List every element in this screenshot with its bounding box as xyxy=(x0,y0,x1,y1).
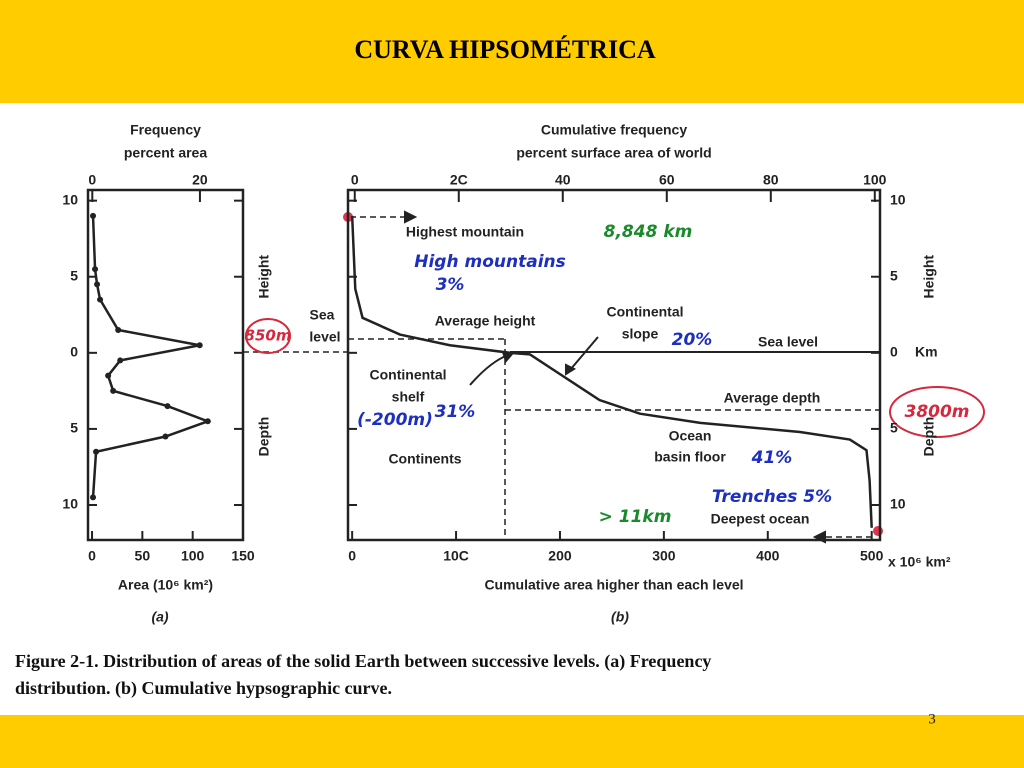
x-tick-label: 150 xyxy=(231,548,255,564)
x2-axis-title: Frequency xyxy=(130,122,201,138)
annotation: Ocean xyxy=(669,428,712,444)
x2-tick-label: 2C xyxy=(450,172,468,188)
panel-label: (a) xyxy=(151,609,168,625)
x2-tick-label: 20 xyxy=(192,172,208,188)
annotation: Sea level xyxy=(758,334,818,350)
handwritten-note: Trenches 5% xyxy=(712,487,832,507)
data-point xyxy=(90,494,97,501)
annotation: Continental xyxy=(370,367,447,383)
annotation: Sea xyxy=(310,307,335,323)
x-tick-label: 10C xyxy=(443,548,469,564)
data-point xyxy=(204,418,211,425)
header-band xyxy=(0,0,1024,103)
handwritten-note: 41% xyxy=(751,448,793,468)
y-tick-label: 10 xyxy=(62,191,78,207)
y-axis-title: Depth xyxy=(256,417,272,457)
data-point xyxy=(90,212,97,219)
handwritten-note: (-200m) xyxy=(357,410,433,430)
x-axis-title: Area (10⁶ km²) xyxy=(118,577,213,593)
x-tick-label: 400 xyxy=(756,548,780,564)
y-tick-label: 0 xyxy=(70,344,78,360)
x-tick-label: 0 xyxy=(88,548,96,564)
y-tick-label: 10 xyxy=(890,496,906,512)
data-point xyxy=(162,433,169,440)
x-axis-title: Cumulative area higher than each level xyxy=(484,577,743,593)
x2-axis-title: Cumulative frequency xyxy=(541,122,687,138)
guide-lines xyxy=(243,216,880,540)
y-axis-title: Height xyxy=(921,255,937,299)
annotation: slope xyxy=(622,326,659,342)
annotation: shelf xyxy=(392,389,425,405)
data-point xyxy=(115,327,122,333)
handwritten-note: 20% xyxy=(672,330,713,350)
red-circle xyxy=(889,386,985,438)
y-tick-label: 10 xyxy=(62,496,78,512)
x2-tick-label: 100 xyxy=(863,172,887,188)
y-tick-label: 5 xyxy=(70,420,78,436)
annotation: Highest mountain xyxy=(406,224,524,240)
slide-title: CURVA HIPSOMÉTRICA xyxy=(354,35,655,64)
x-tick-label: 50 xyxy=(135,548,151,564)
x2-tick-label: 60 xyxy=(659,172,675,188)
handwritten-note: High mountains xyxy=(414,252,566,272)
data-point xyxy=(105,372,112,379)
red-circle xyxy=(245,318,291,354)
annotation: basin floor xyxy=(654,449,726,465)
annotation: Continents xyxy=(388,451,461,467)
x2-tick-label: 0 xyxy=(88,172,96,188)
y-tick-label: 10 xyxy=(890,191,906,207)
data-point xyxy=(117,357,124,364)
x-tick-label: 100 xyxy=(181,548,205,564)
y-tick-label: 5 xyxy=(890,420,898,436)
panel-label: (b) xyxy=(611,609,629,625)
x2-tick-label: 0 xyxy=(351,172,359,188)
y-tick-label: 0 xyxy=(890,344,898,360)
figure-area xyxy=(0,103,1024,715)
y-tick-label: 5 xyxy=(890,267,898,283)
handwritten-note: > 11km xyxy=(599,507,672,527)
x-tick-label: 300 xyxy=(652,548,676,564)
x-unit: x 10⁶ km² xyxy=(888,554,951,570)
x-tick-label: 500 xyxy=(860,548,884,564)
page-number: 3 xyxy=(928,711,936,727)
data-point xyxy=(94,281,101,288)
data-point xyxy=(92,266,99,273)
y-unit: Km xyxy=(915,344,938,360)
handwritten-note: 850m xyxy=(245,327,292,345)
x2-tick-label: 40 xyxy=(555,172,571,188)
handwritten-note: 3% xyxy=(436,275,465,295)
x2-axis-title: percent surface area of world xyxy=(516,145,711,161)
annotation: Deepest ocean xyxy=(711,511,810,527)
y-tick-label: 5 xyxy=(70,267,78,283)
annotation: level xyxy=(309,329,340,345)
plot-frame xyxy=(86,188,245,542)
caption: distribution. (b) Cumulative hypsographi… xyxy=(15,678,392,699)
handwritten-note: 3800m xyxy=(904,402,969,422)
caption: Figure 2-1. Distribution of areas of the… xyxy=(15,651,711,672)
annotation: Continental xyxy=(607,304,684,320)
x-tick-label: 200 xyxy=(548,548,572,564)
handwritten-note: 8,848 km xyxy=(604,222,693,242)
data-line xyxy=(350,215,873,528)
marker-dot xyxy=(873,526,883,536)
y-axis-title: Height xyxy=(256,255,272,299)
handwritten-note: 31% xyxy=(435,402,476,422)
data-point xyxy=(196,342,203,349)
x2-axis-title: percent area xyxy=(124,145,207,161)
y-axis-title: Depth xyxy=(921,417,937,457)
annotation: Average height xyxy=(435,313,536,329)
annotation: Average depth xyxy=(724,390,821,406)
footer-band xyxy=(0,715,1024,768)
x2-tick-label: 80 xyxy=(763,172,779,188)
plot-frame xyxy=(346,188,882,542)
data-point xyxy=(164,403,171,410)
data-point xyxy=(97,296,104,303)
x-tick-label: 0 xyxy=(348,548,356,564)
data-point xyxy=(110,387,117,394)
data-point xyxy=(93,448,100,455)
